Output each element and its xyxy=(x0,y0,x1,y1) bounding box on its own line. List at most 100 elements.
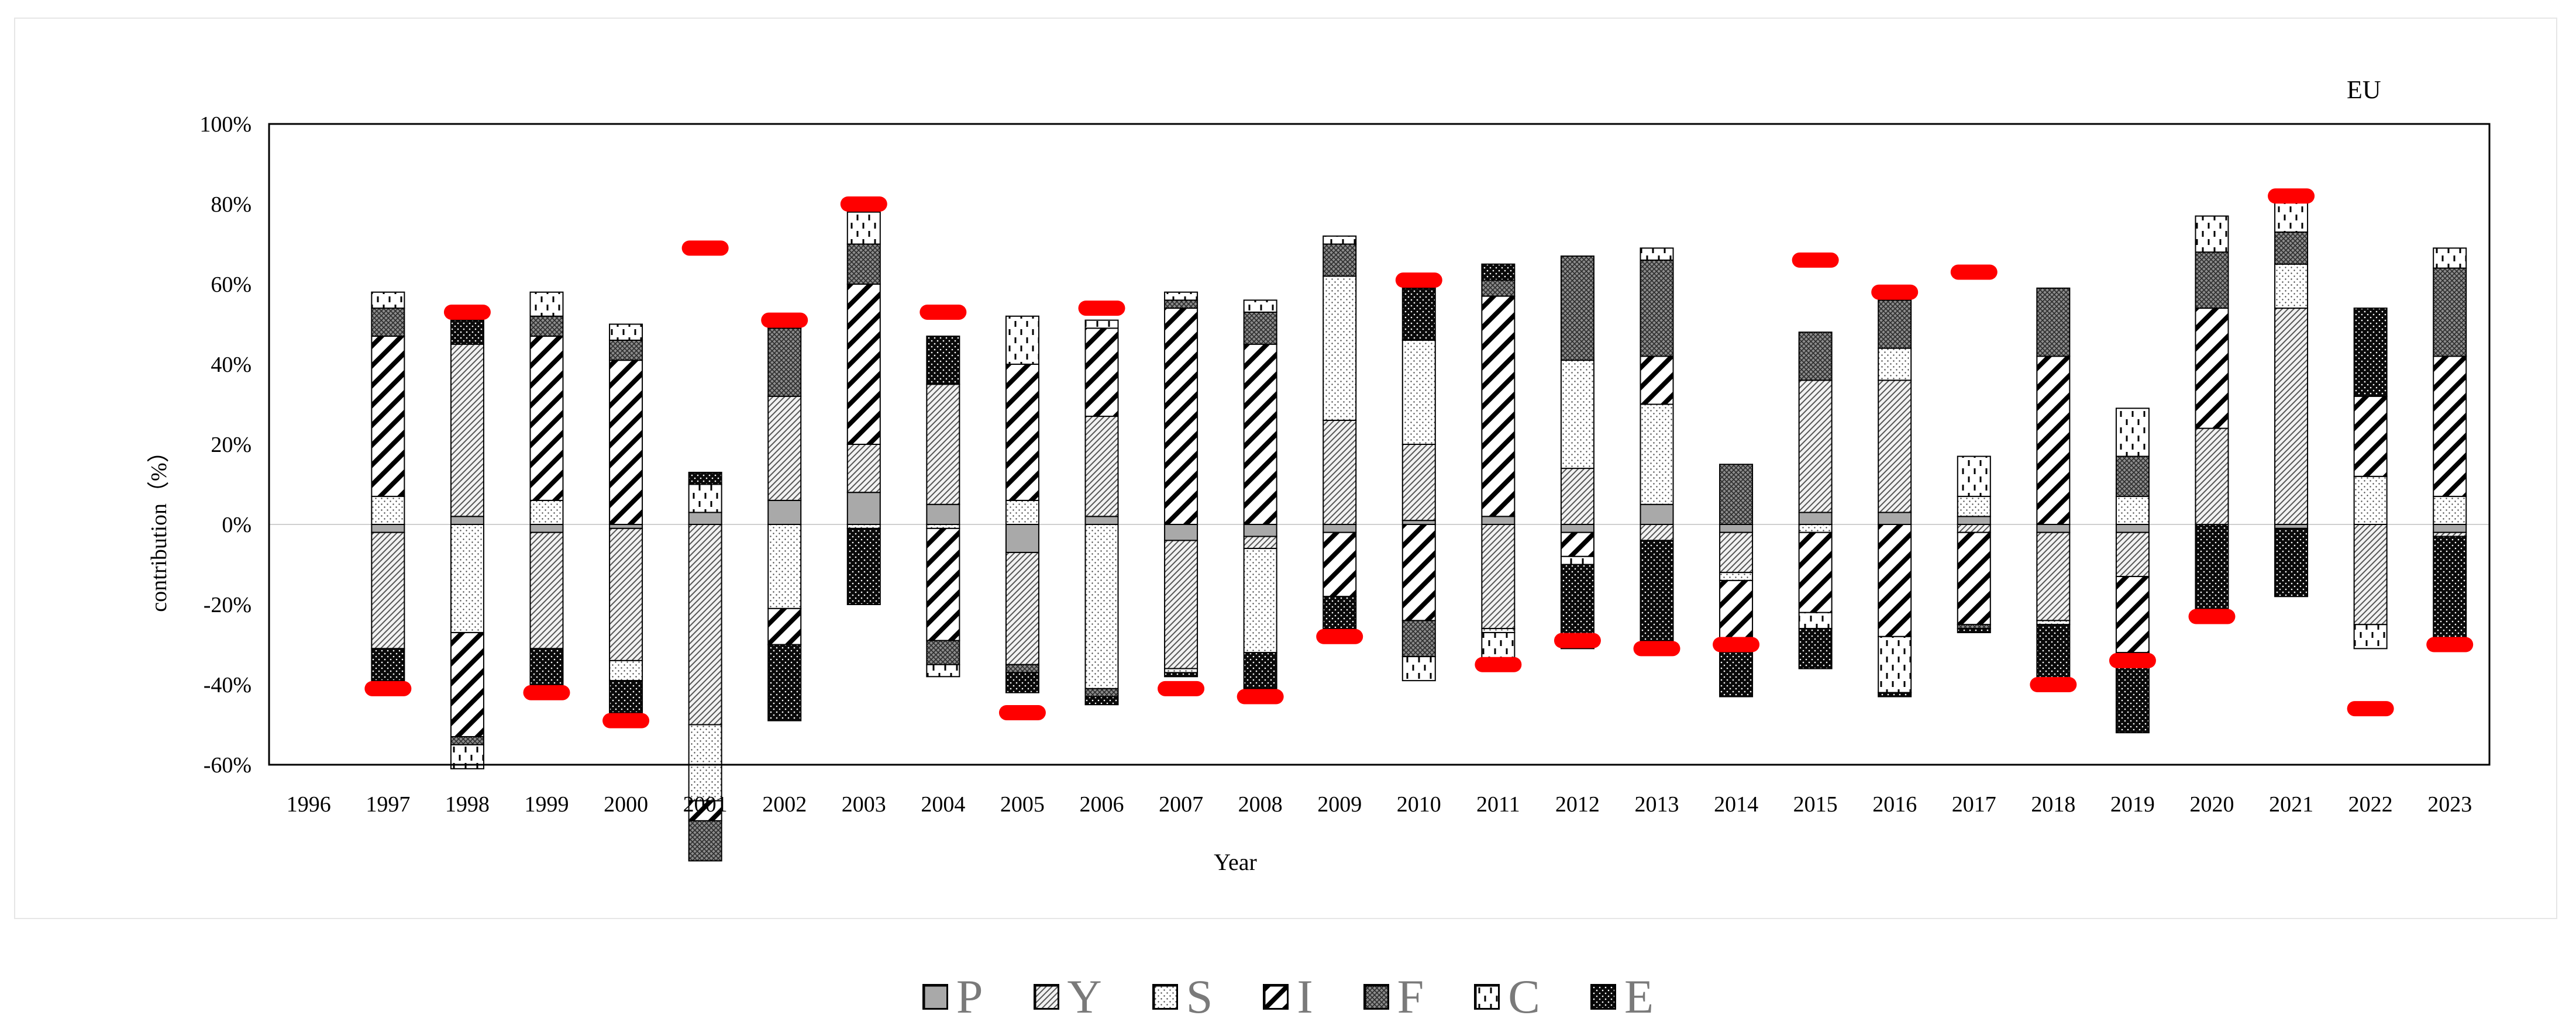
bar-segment-Y-2008 xyxy=(1243,536,1277,550)
bar-segment-F-2020 xyxy=(2195,251,2229,309)
bar-segment-P-2003 xyxy=(846,492,881,526)
bar-segment-P-2006 xyxy=(1084,516,1119,525)
bar-segment-E-2007 xyxy=(1164,672,1199,678)
bar-segment-I-2001 xyxy=(688,800,722,821)
bar-segment-I-2012 xyxy=(1560,531,1594,557)
bar-segment-I-1999 xyxy=(529,336,564,501)
x-tick-label: 2013 xyxy=(1635,792,1679,817)
bar-segment-C-2017 xyxy=(1957,455,1991,498)
bar-segment-C-2023 xyxy=(2433,247,2467,269)
bar-segment-F-2001 xyxy=(688,820,722,862)
highlight-marker-2006 xyxy=(1078,301,1125,316)
x-tick-label: 2003 xyxy=(842,792,886,817)
bar-segment-C-2009 xyxy=(1323,235,1357,245)
bar-segment-F-2019 xyxy=(2115,455,2150,498)
bar-segment-F-2015 xyxy=(1798,331,1833,381)
bar-segment-P-2009 xyxy=(1323,524,1357,533)
bar-segment-Y-2009 xyxy=(1323,419,1357,526)
bar-segment-S-1998 xyxy=(450,524,484,633)
bar-segment-P-2016 xyxy=(1878,512,1912,526)
x-tick-label: 2009 xyxy=(1317,792,1362,817)
legend-label-Y: Y xyxy=(1067,970,1102,1023)
bar-segment-P-2001 xyxy=(688,512,722,526)
bar-segment-P-2019 xyxy=(2115,524,2150,533)
highlight-marker-2015 xyxy=(1792,252,1839,268)
bar-segment-E-2009 xyxy=(1323,596,1357,630)
bar-segment-Y-1997 xyxy=(371,531,405,650)
y-axis-label: contribution（%） xyxy=(147,440,171,612)
highlight-marker-2004 xyxy=(919,304,967,320)
bar-segment-P-1997 xyxy=(371,524,405,533)
bar-segment-C-2022 xyxy=(2353,624,2388,650)
highlight-marker-2010 xyxy=(1395,272,1442,288)
bar-segment-E-2018 xyxy=(2036,624,2071,682)
bar-segment-C-2016 xyxy=(1878,636,1912,693)
bar-segment-S-2000 xyxy=(609,659,643,682)
bar-segment-F-2021 xyxy=(2274,231,2309,265)
bar-segment-I-2013 xyxy=(1640,355,1674,405)
bar-segment-I-2010 xyxy=(1401,524,1436,621)
bar-segment-Y-2006 xyxy=(1084,416,1119,517)
bar-segment-Y-1999 xyxy=(529,531,564,650)
bar-segment-E-2004 xyxy=(926,336,960,385)
bar-segment-P-2023 xyxy=(2433,524,2467,533)
bar-segment-F-2018 xyxy=(2036,287,2071,357)
bar-segment-C-2013 xyxy=(1640,247,1674,261)
bar-segment-C-2021 xyxy=(2274,199,2309,233)
bar-segment-I-2023 xyxy=(2433,355,2467,498)
highlight-marker-2014 xyxy=(1713,637,1760,652)
bar-segment-Y-2002 xyxy=(767,395,802,501)
legend-item-P: P xyxy=(922,973,983,1021)
bar-segment-E-2021 xyxy=(2274,527,2309,598)
bar-segment-I-2022 xyxy=(2353,395,2388,477)
bar-segment-I-2005 xyxy=(1005,364,1039,501)
chart-title: EU xyxy=(2347,75,2381,104)
bar-segment-E-2005 xyxy=(1005,672,1039,693)
bar-segment-S-1999 xyxy=(529,499,564,526)
x-tick-label: 2010 xyxy=(1397,792,1441,817)
bar-segment-E-2003 xyxy=(846,527,881,605)
bar-segment-E-2001 xyxy=(688,471,722,485)
y-tick-label: 40% xyxy=(211,353,252,377)
bar-segment-F-2000 xyxy=(609,339,643,361)
bar-segment-S-2003 xyxy=(846,524,881,529)
highlight-marker-2017 xyxy=(1950,264,1998,280)
highlight-marker-2000 xyxy=(602,713,650,728)
chart-frame xyxy=(14,18,2557,919)
bar-segment-E-2022 xyxy=(2353,308,2388,397)
bar-segment-F-2012 xyxy=(1560,255,1594,361)
x-tick-label: 1997 xyxy=(366,792,410,817)
legend-item-Y: Y xyxy=(1033,970,1102,1023)
legend-label-E: E xyxy=(1624,970,1654,1023)
bar-segment-Y-2015 xyxy=(1798,379,1833,513)
y-tick-labels: -60% -40% -20% 0% 20% 40% 60% 80% 100% xyxy=(199,112,252,778)
bar-segment-C-2008 xyxy=(1243,299,1277,313)
bar-segment-S-2009 xyxy=(1323,275,1357,421)
bar-segment-S-2007 xyxy=(1164,668,1199,674)
bar-segment-Y-2020 xyxy=(2195,427,2229,525)
bar-segment-I-2015 xyxy=(1798,531,1833,613)
bar-segment-E-2011 xyxy=(1481,263,1516,281)
bar-segment-E-2016 xyxy=(1878,692,1912,697)
bar-segment-Y-2017 xyxy=(1957,524,1991,533)
bar-segment-I-2019 xyxy=(2115,576,2150,654)
bar-segment-P-2008 xyxy=(1243,524,1277,537)
legend-label-S: S xyxy=(1186,970,1213,1023)
highlight-marker-2011 xyxy=(1475,657,1522,672)
bar-segment-I-2011 xyxy=(1481,295,1516,517)
bar-segment-S-2014 xyxy=(1719,572,1754,581)
bar-segment-C-2020 xyxy=(2195,215,2229,253)
bar-segment-S-2017 xyxy=(1957,496,1991,517)
bar-segment-P-2005 xyxy=(1005,524,1039,553)
bar-segment-I-2002 xyxy=(767,607,802,645)
highlight-marker-2020 xyxy=(2188,609,2236,624)
highlight-marker-2021 xyxy=(2268,188,2315,204)
x-tick-label: 2007 xyxy=(1159,792,1203,817)
bar-segment-Y-2016 xyxy=(1878,379,1912,513)
highlight-marker-1998 xyxy=(443,304,491,320)
bar-segment-S-2018 xyxy=(2036,620,2071,626)
bar-segment-S-2008 xyxy=(1243,548,1277,654)
highlight-marker-1999 xyxy=(523,685,570,700)
legend-label-F: F xyxy=(1397,970,1424,1023)
x-tick-label: 2006 xyxy=(1080,792,1124,817)
